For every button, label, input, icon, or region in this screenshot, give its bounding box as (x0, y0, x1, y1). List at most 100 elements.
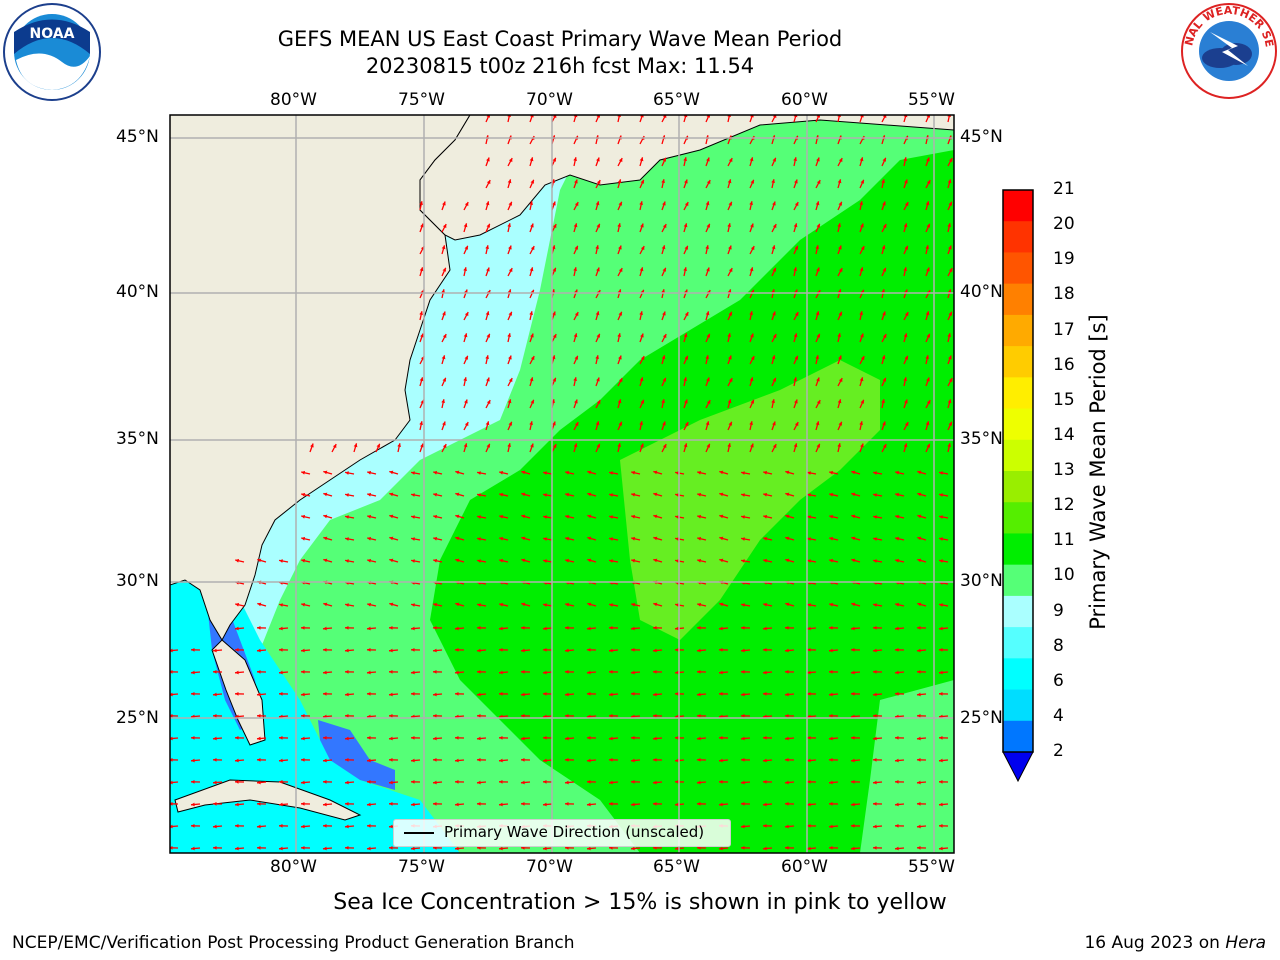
wave-direction-arrowhead (675, 537, 679, 541)
wave-direction-arrowhead (345, 626, 349, 630)
wave-direction-arrowhead (684, 202, 689, 207)
wave-direction-arrowhead (367, 626, 371, 631)
wave-direction-arrowhead (213, 736, 217, 741)
wave-direction-arrowhead (683, 377, 687, 381)
wave-direction-arrowhead (829, 692, 833, 697)
wave-direction-arrowhead (829, 514, 834, 519)
wave-direction-arrowhead (926, 157, 930, 162)
wave-direction-arrowhead (235, 802, 239, 807)
wave-direction-arrowhead (860, 356, 865, 361)
wave-direction-arrowhead (895, 648, 899, 652)
wave-direction-arrowhead (838, 378, 843, 383)
wave-direction-arrowhead (816, 377, 820, 382)
wave-direction-arrowhead (948, 268, 953, 273)
wave-direction-arrowhead (741, 824, 745, 829)
wave-direction-arrowhead (772, 115, 777, 119)
wave-direction-arrowhead (486, 180, 491, 185)
wave-direction-arrowhead (882, 311, 886, 316)
wave-direction-arrowhead (895, 536, 900, 541)
wave-direction-arrowhead (552, 115, 557, 119)
wave-direction-arrowhead (728, 355, 732, 360)
wave-direction-arrow (837, 115, 841, 123)
wave-direction-arrowhead (947, 399, 952, 404)
wave-direction-arrowhead (389, 736, 393, 741)
wave-direction-arrowhead (389, 514, 394, 519)
map-legend: Primary Wave Direction (unscaled) (393, 819, 731, 847)
wave-direction-arrowhead (332, 444, 337, 449)
wave-direction-arrowhead (433, 736, 437, 741)
wave-direction-arrowhead (706, 267, 710, 272)
wave-direction-arrowhead (508, 201, 512, 206)
wave-direction-arrowhead (873, 780, 877, 785)
wave-direction-arrowhead (345, 537, 349, 541)
wave-direction-arrowhead (763, 514, 768, 519)
colorbar-tick-label: 10 (1053, 565, 1075, 586)
wave-direction-arrowhead (596, 443, 600, 448)
wave-direction-arrowhead (785, 492, 790, 497)
colorbar-tick-label: 21 (1053, 179, 1075, 199)
wave-direction-arrowhead (323, 492, 328, 497)
wave-direction-arrowhead (728, 268, 733, 273)
wave-direction-arrowhead (170, 758, 173, 762)
wave-direction-arrowhead (367, 602, 372, 607)
wave-direction-arrowhead (859, 421, 863, 425)
wave-direction-arrowhead (257, 736, 261, 741)
wave-direction-arrowhead (565, 626, 569, 630)
wave-direction-arrowhead (345, 824, 349, 829)
wave-direction-arrowhead (741, 537, 745, 541)
wave-direction-arrowhead (873, 559, 877, 563)
wave-direction-arrowhead (609, 471, 613, 475)
wave-direction-arrowhead (939, 758, 943, 763)
wave-direction-arrowhead (640, 179, 644, 184)
wave-direction-arrowhead (631, 514, 636, 519)
wave-direction-arrowhead (785, 714, 789, 718)
wave-direction-arrowhead (675, 559, 679, 563)
wave-direction-arrowhead (749, 267, 754, 272)
wave-direction-arrowhead (455, 780, 459, 784)
wave-direction-arrowhead (411, 471, 415, 475)
wave-direction-arrowhead (763, 492, 768, 497)
wave-direction-arrowhead (596, 157, 600, 162)
wave-direction-arrowhead (719, 670, 723, 675)
wave-direction-arrowhead (851, 670, 855, 675)
wave-direction-arrowhead (697, 780, 701, 785)
wave-direction-arrowhead (367, 536, 372, 541)
wave-direction-arrowhead (882, 267, 886, 272)
wave-direction-arrowhead (785, 736, 789, 741)
wave-direction-arrowhead (882, 201, 886, 206)
wave-direction-arrowhead (521, 758, 525, 762)
period-10-11-east-zone (860, 680, 954, 853)
wave-direction-arrowhead (486, 377, 490, 382)
wave-direction-arrowhead (257, 780, 261, 785)
wave-direction-arrowhead (741, 515, 745, 519)
wave-direction-arrowhead (939, 648, 943, 652)
wave-direction-arrowhead (851, 648, 855, 652)
wave-direction-arrowhead (463, 377, 467, 381)
wave-direction-arrowhead (433, 758, 437, 762)
wave-direction-arrowhead (741, 559, 745, 563)
wave-direction-arrowhead (917, 536, 922, 541)
wave-direction-arrowhead (595, 421, 600, 426)
wave-direction-arrowhead (653, 558, 658, 563)
wave-direction-arrowhead (257, 692, 261, 697)
wave-direction-arrowhead (411, 758, 415, 763)
wave-direction-arrowhead (419, 201, 423, 205)
wave-direction-arrowhead (807, 515, 811, 519)
wave-direction-arrowhead (639, 421, 643, 425)
wave-direction-arrowhead (705, 311, 710, 316)
wave-direction-arrowhead (851, 846, 855, 851)
wave-direction-arrowhead (785, 558, 790, 563)
wave-direction-arrowhead (873, 758, 877, 762)
wave-direction-arrowhead (815, 421, 820, 426)
wave-direction-arrowhead (697, 670, 701, 674)
wave-direction-arrowhead (882, 115, 887, 119)
wave-direction-arrowhead (639, 267, 644, 272)
wave-direction-arrowhead (419, 377, 424, 382)
wave-direction-arrowhead (235, 824, 239, 828)
wave-direction-arrowhead (530, 246, 535, 251)
wave-direction-arrowhead (631, 846, 635, 851)
wave-direction-arrowhead (882, 377, 886, 382)
wave-direction-arrowhead (939, 824, 943, 828)
wave-direction-arrowhead (873, 846, 877, 850)
wave-direction-arrowhead (653, 802, 657, 806)
